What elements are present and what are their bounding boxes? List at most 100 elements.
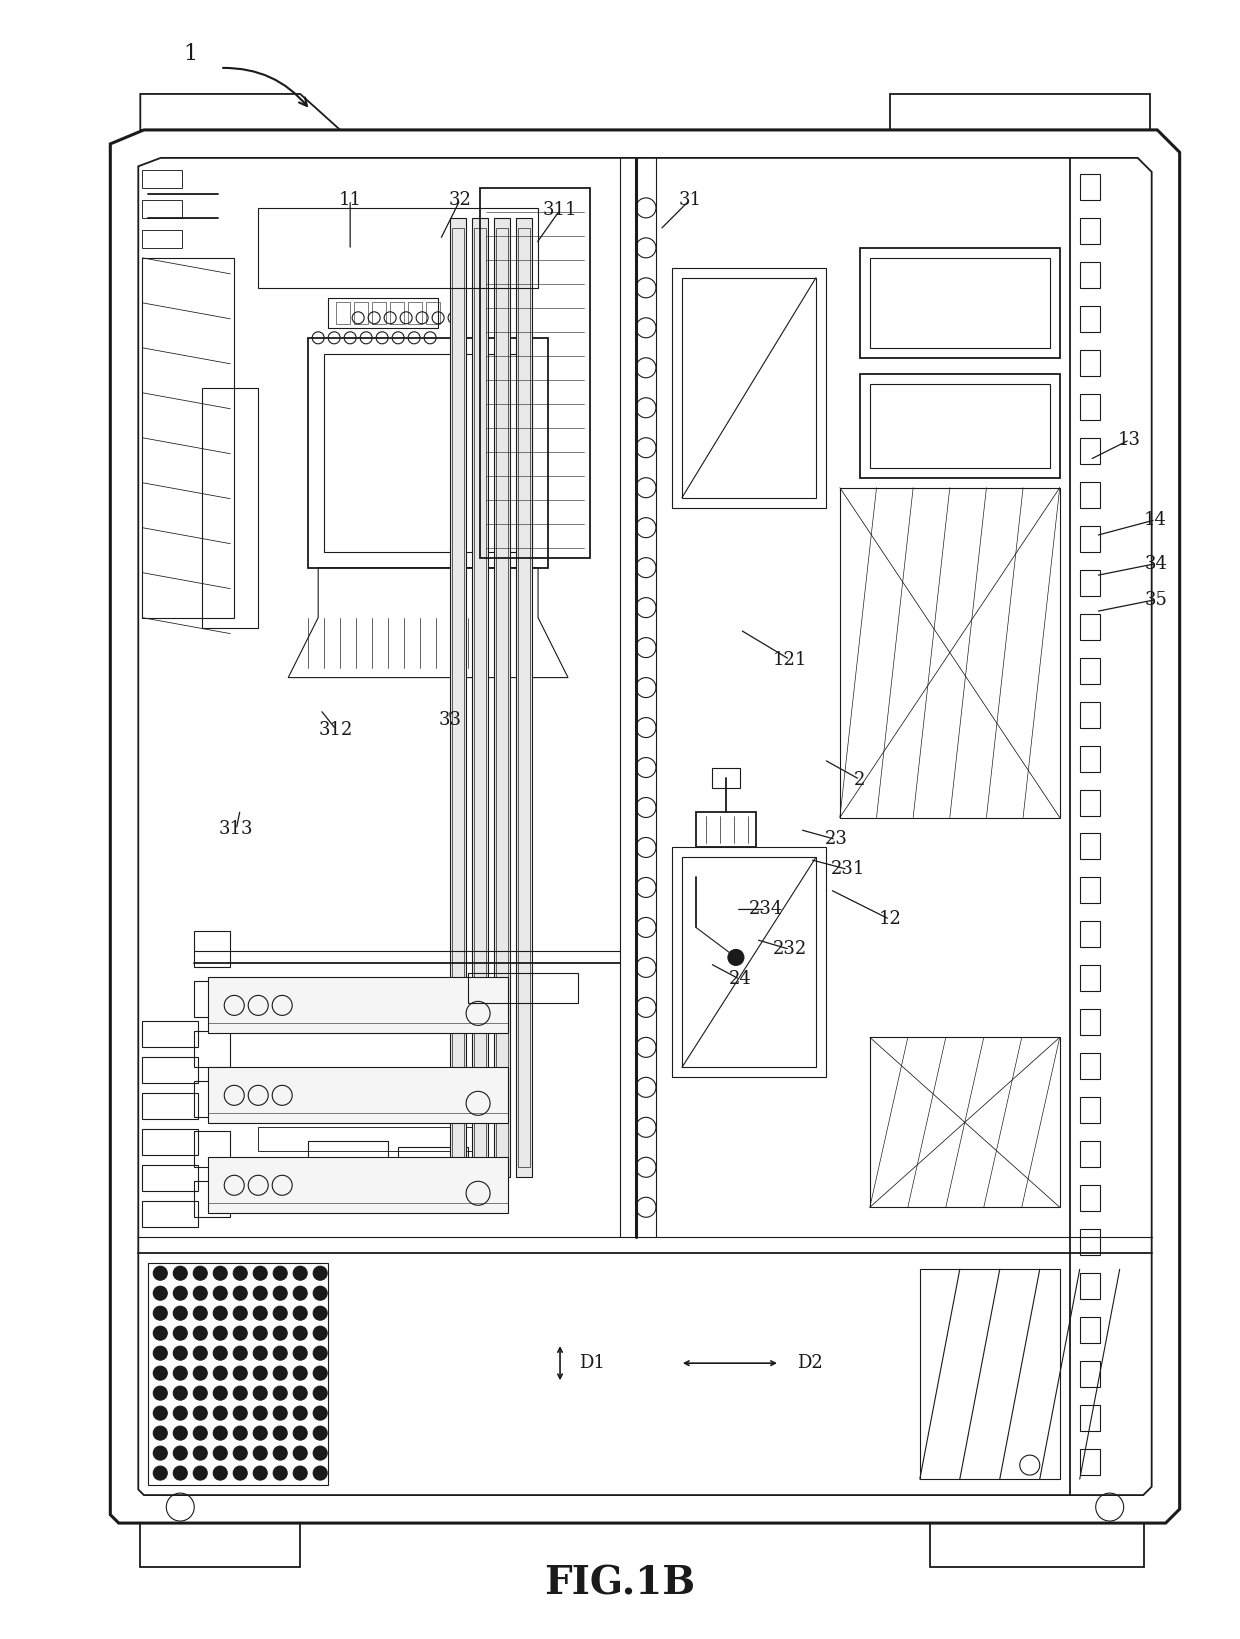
Bar bbox=[143, 200, 182, 218]
Circle shape bbox=[174, 1346, 187, 1360]
Bar bbox=[398, 1147, 467, 1196]
Text: 35: 35 bbox=[1145, 590, 1167, 608]
Text: 1: 1 bbox=[184, 43, 197, 66]
Circle shape bbox=[273, 1467, 288, 1480]
Circle shape bbox=[193, 1426, 207, 1441]
Bar bbox=[372, 302, 386, 325]
Text: 12: 12 bbox=[878, 910, 901, 928]
Circle shape bbox=[154, 1426, 167, 1441]
Bar bbox=[1080, 965, 1100, 992]
Bar bbox=[672, 267, 826, 508]
Bar bbox=[324, 354, 532, 552]
Circle shape bbox=[174, 1306, 187, 1319]
Bar bbox=[453, 228, 464, 1167]
Bar bbox=[672, 847, 826, 1077]
FancyArrowPatch shape bbox=[223, 67, 308, 107]
Circle shape bbox=[213, 1367, 227, 1380]
Circle shape bbox=[154, 1467, 167, 1480]
Circle shape bbox=[293, 1326, 308, 1341]
Bar bbox=[1080, 921, 1100, 947]
Circle shape bbox=[193, 1406, 207, 1419]
Text: D2: D2 bbox=[797, 1354, 823, 1372]
Text: 2: 2 bbox=[854, 770, 866, 788]
Circle shape bbox=[273, 1326, 288, 1341]
Circle shape bbox=[193, 1287, 207, 1300]
Circle shape bbox=[154, 1387, 167, 1400]
Bar bbox=[1080, 1141, 1100, 1167]
Bar bbox=[682, 279, 816, 498]
Bar bbox=[143, 1021, 198, 1047]
Circle shape bbox=[154, 1346, 167, 1360]
Text: 11: 11 bbox=[339, 190, 362, 208]
Circle shape bbox=[273, 1387, 288, 1400]
Circle shape bbox=[154, 1406, 167, 1419]
Circle shape bbox=[213, 1446, 227, 1460]
Circle shape bbox=[193, 1387, 207, 1400]
Text: 31: 31 bbox=[678, 190, 702, 208]
Circle shape bbox=[293, 1426, 308, 1441]
Bar bbox=[143, 170, 182, 188]
Bar bbox=[474, 228, 486, 1167]
Circle shape bbox=[233, 1367, 247, 1380]
Bar bbox=[143, 1093, 198, 1119]
Circle shape bbox=[154, 1326, 167, 1341]
Circle shape bbox=[233, 1446, 247, 1460]
Bar bbox=[195, 1131, 231, 1167]
Bar bbox=[682, 857, 816, 1067]
Bar bbox=[1080, 349, 1100, 375]
Bar bbox=[1080, 1274, 1100, 1300]
Circle shape bbox=[314, 1287, 327, 1300]
Bar bbox=[1080, 218, 1100, 244]
Bar bbox=[518, 228, 529, 1167]
Circle shape bbox=[293, 1387, 308, 1400]
Text: 312: 312 bbox=[319, 721, 353, 739]
Circle shape bbox=[253, 1446, 267, 1460]
Circle shape bbox=[233, 1287, 247, 1300]
Circle shape bbox=[253, 1326, 267, 1341]
Circle shape bbox=[213, 1346, 227, 1360]
Bar bbox=[1080, 438, 1100, 464]
Bar bbox=[1080, 613, 1100, 639]
Circle shape bbox=[314, 1367, 327, 1380]
Circle shape bbox=[253, 1367, 267, 1380]
Bar bbox=[208, 977, 508, 1033]
Circle shape bbox=[193, 1306, 207, 1319]
Circle shape bbox=[273, 1446, 288, 1460]
Bar bbox=[258, 1092, 479, 1115]
Circle shape bbox=[193, 1367, 207, 1380]
Circle shape bbox=[174, 1406, 187, 1419]
Circle shape bbox=[154, 1287, 167, 1300]
Bar bbox=[1080, 306, 1100, 331]
Bar bbox=[195, 982, 231, 1018]
Bar bbox=[516, 218, 532, 1177]
Bar bbox=[143, 1129, 198, 1155]
Circle shape bbox=[273, 1267, 288, 1280]
Circle shape bbox=[273, 1346, 288, 1360]
Bar bbox=[149, 1264, 329, 1485]
Circle shape bbox=[253, 1426, 267, 1441]
Bar bbox=[1080, 701, 1100, 728]
Circle shape bbox=[253, 1467, 267, 1480]
Circle shape bbox=[233, 1306, 247, 1319]
Text: 24: 24 bbox=[729, 970, 751, 988]
Bar bbox=[1080, 174, 1100, 200]
Circle shape bbox=[253, 1346, 267, 1360]
Bar bbox=[496, 228, 508, 1167]
Bar bbox=[1080, 790, 1100, 816]
Bar bbox=[859, 247, 1060, 357]
Bar bbox=[1080, 570, 1100, 595]
Bar bbox=[1080, 834, 1100, 859]
Text: 13: 13 bbox=[1118, 431, 1141, 449]
Circle shape bbox=[233, 1467, 247, 1480]
Bar bbox=[143, 257, 234, 618]
Bar bbox=[1080, 1229, 1100, 1255]
Circle shape bbox=[174, 1446, 187, 1460]
Circle shape bbox=[293, 1406, 308, 1419]
Bar bbox=[1080, 746, 1100, 772]
Text: 231: 231 bbox=[831, 860, 866, 879]
Circle shape bbox=[293, 1287, 308, 1300]
Bar bbox=[258, 208, 538, 288]
Bar bbox=[195, 1182, 231, 1218]
Circle shape bbox=[213, 1387, 227, 1400]
Bar bbox=[143, 1057, 198, 1083]
